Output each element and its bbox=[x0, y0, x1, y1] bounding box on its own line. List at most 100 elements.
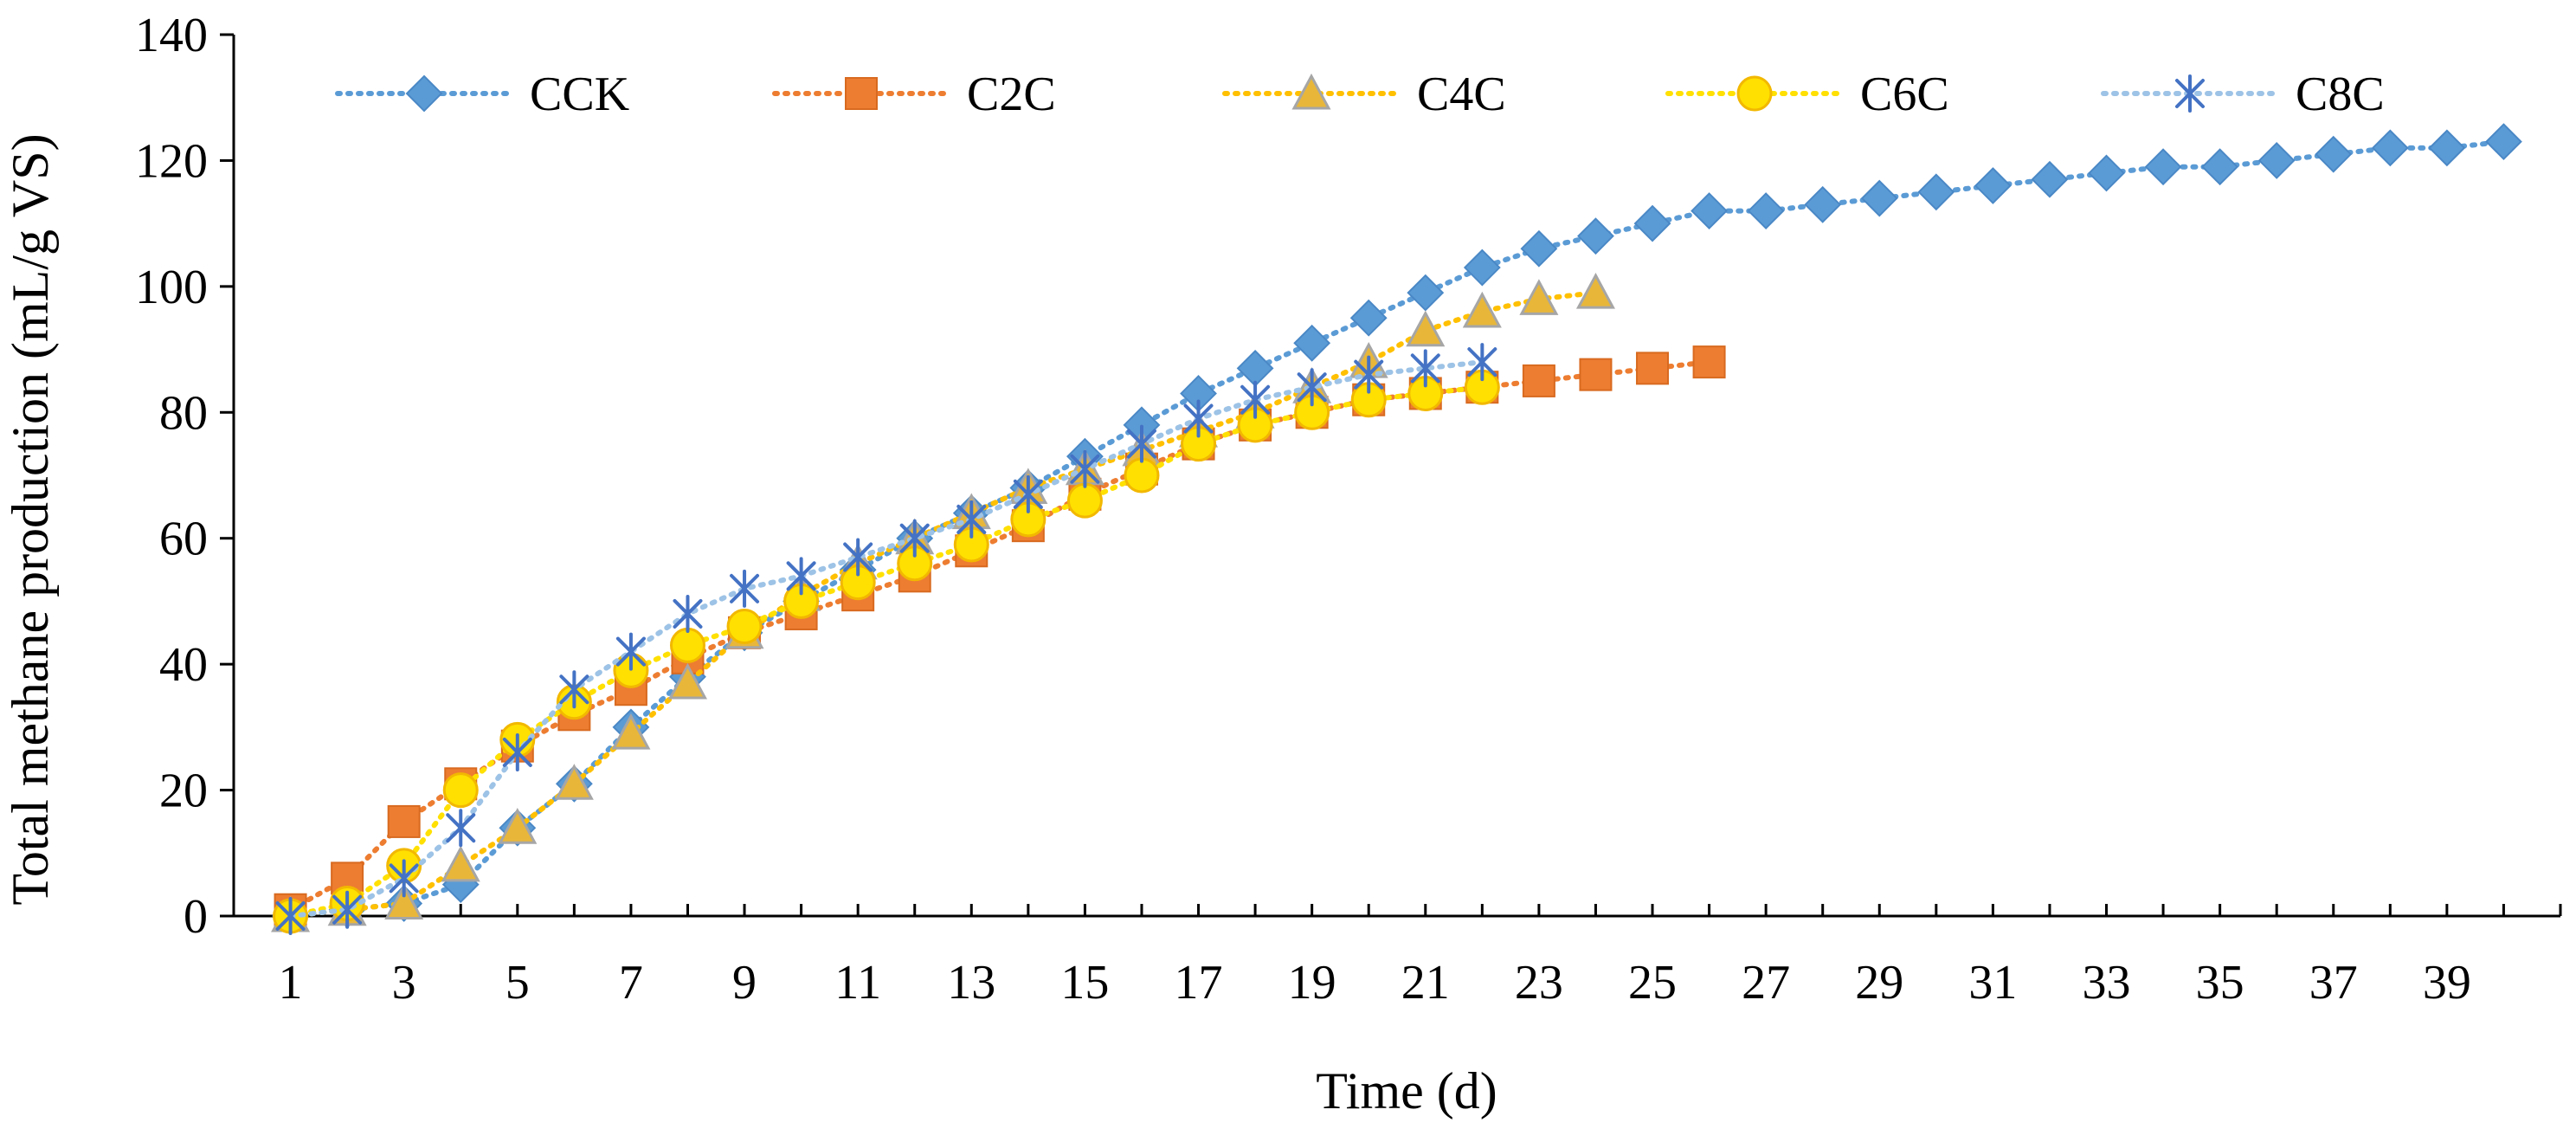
legend-marker bbox=[2175, 74, 2205, 113]
data-point bbox=[1636, 352, 1670, 385]
data-point bbox=[1692, 345, 1726, 379]
data-point bbox=[786, 557, 816, 596]
data-point bbox=[726, 609, 763, 645]
legend-marker bbox=[405, 74, 443, 113]
x-tick-label: 3 bbox=[392, 956, 416, 1010]
series-C6C bbox=[273, 369, 1500, 934]
y-tick-label: 0 bbox=[184, 890, 208, 944]
x-tick-label: 35 bbox=[2196, 956, 2244, 1010]
legend-marker bbox=[1736, 75, 1773, 112]
legend-item: CCK bbox=[335, 68, 629, 121]
series-C2C bbox=[274, 345, 1726, 926]
data-point bbox=[1354, 355, 1384, 394]
data-point bbox=[1240, 380, 1271, 419]
data-point bbox=[1747, 192, 1785, 230]
legend-item: C8C bbox=[2101, 68, 2385, 121]
legend: CCK C2C C4C C6C C8C bbox=[335, 68, 2385, 121]
series-line bbox=[287, 384, 1485, 919]
legend-item: C4C bbox=[1222, 68, 1506, 121]
data-point bbox=[554, 764, 594, 800]
y-tick-label: 140 bbox=[135, 9, 208, 62]
legend-label: CCK bbox=[530, 68, 629, 121]
x-tick-label: 5 bbox=[506, 956, 530, 1010]
data-point bbox=[1577, 217, 1614, 255]
data-point bbox=[275, 897, 306, 935]
data-point bbox=[384, 883, 424, 919]
x-tick-label: 11 bbox=[834, 956, 881, 1010]
series-layer bbox=[271, 123, 2522, 935]
y-tick-label: 60 bbox=[159, 513, 208, 566]
data-point bbox=[1293, 324, 1331, 362]
x-tick-label: 19 bbox=[1288, 956, 1336, 1010]
data-point bbox=[611, 713, 651, 750]
data-point bbox=[2428, 129, 2466, 167]
data-point bbox=[1467, 343, 1497, 382]
x-tick-label: 33 bbox=[2083, 956, 2131, 1010]
series-CCK bbox=[272, 123, 2522, 935]
data-point bbox=[1183, 399, 1214, 438]
data-point bbox=[956, 500, 987, 539]
x-tick-label: 39 bbox=[2423, 956, 2471, 1010]
y-tick-label: 120 bbox=[135, 134, 208, 188]
data-point bbox=[2485, 123, 2522, 161]
x-tick-label: 29 bbox=[1855, 956, 1903, 1010]
data-point bbox=[1066, 482, 1103, 519]
data-point bbox=[1349, 299, 1388, 337]
data-point bbox=[1575, 272, 1615, 309]
data-point bbox=[1126, 424, 1156, 463]
y-tick-label: 100 bbox=[135, 261, 208, 314]
legend-label: C6C bbox=[1860, 68, 1949, 121]
data-point bbox=[1410, 349, 1440, 388]
series-C8C bbox=[275, 343, 1497, 935]
series-line bbox=[287, 290, 1599, 919]
data-point bbox=[673, 594, 703, 633]
data-point bbox=[667, 662, 708, 700]
data-point bbox=[1804, 185, 1842, 223]
data-point bbox=[1520, 229, 1558, 268]
data-point bbox=[332, 890, 363, 929]
data-point bbox=[1463, 248, 1501, 287]
series-line bbox=[287, 139, 2507, 919]
x-tick-label: 37 bbox=[2309, 956, 2358, 1010]
data-point bbox=[2257, 142, 2296, 179]
y-axis-title-group: Total methane production (mL/g VS) bbox=[2, 133, 59, 905]
x-tick-label: 7 bbox=[619, 956, 643, 1010]
data-point bbox=[1406, 310, 1446, 347]
legend-item: C6C bbox=[1665, 68, 1949, 121]
data-point bbox=[2088, 154, 2125, 192]
data-point bbox=[2201, 148, 2239, 186]
y-tick-label: 80 bbox=[159, 386, 208, 440]
x-tick-label: 15 bbox=[1060, 956, 1109, 1010]
legend-label: C2C bbox=[967, 68, 1056, 121]
data-point bbox=[1579, 358, 1613, 391]
data-point bbox=[1917, 173, 1955, 211]
x-tick-label: 21 bbox=[1401, 956, 1450, 1010]
data-point bbox=[843, 538, 873, 577]
x-tick-label: 17 bbox=[1175, 956, 1223, 1010]
y-tick-label: 40 bbox=[159, 638, 208, 692]
x-tick-label: 31 bbox=[1968, 956, 2017, 1010]
data-point bbox=[1519, 279, 1559, 315]
x-tick-label: 25 bbox=[1628, 956, 1677, 1010]
data-point bbox=[1522, 364, 1555, 397]
data-point bbox=[1236, 349, 1274, 387]
data-point bbox=[1690, 192, 1728, 230]
legend-marker bbox=[1291, 73, 1331, 110]
data-point bbox=[1124, 457, 1160, 494]
legend-label: C4C bbox=[1417, 68, 1506, 121]
data-point bbox=[899, 519, 930, 558]
data-point bbox=[498, 808, 538, 844]
x-tick-label: 1 bbox=[279, 956, 303, 1010]
data-point bbox=[1462, 291, 1502, 328]
x-tick-label: 9 bbox=[732, 956, 757, 1010]
data-point bbox=[669, 627, 705, 663]
y-tick-label: 20 bbox=[159, 765, 208, 818]
data-point bbox=[615, 632, 646, 671]
series-C4C bbox=[271, 272, 1615, 932]
data-point bbox=[559, 670, 589, 709]
data-point bbox=[2031, 160, 2069, 198]
series-line bbox=[287, 359, 1485, 919]
data-point bbox=[1860, 179, 1898, 217]
